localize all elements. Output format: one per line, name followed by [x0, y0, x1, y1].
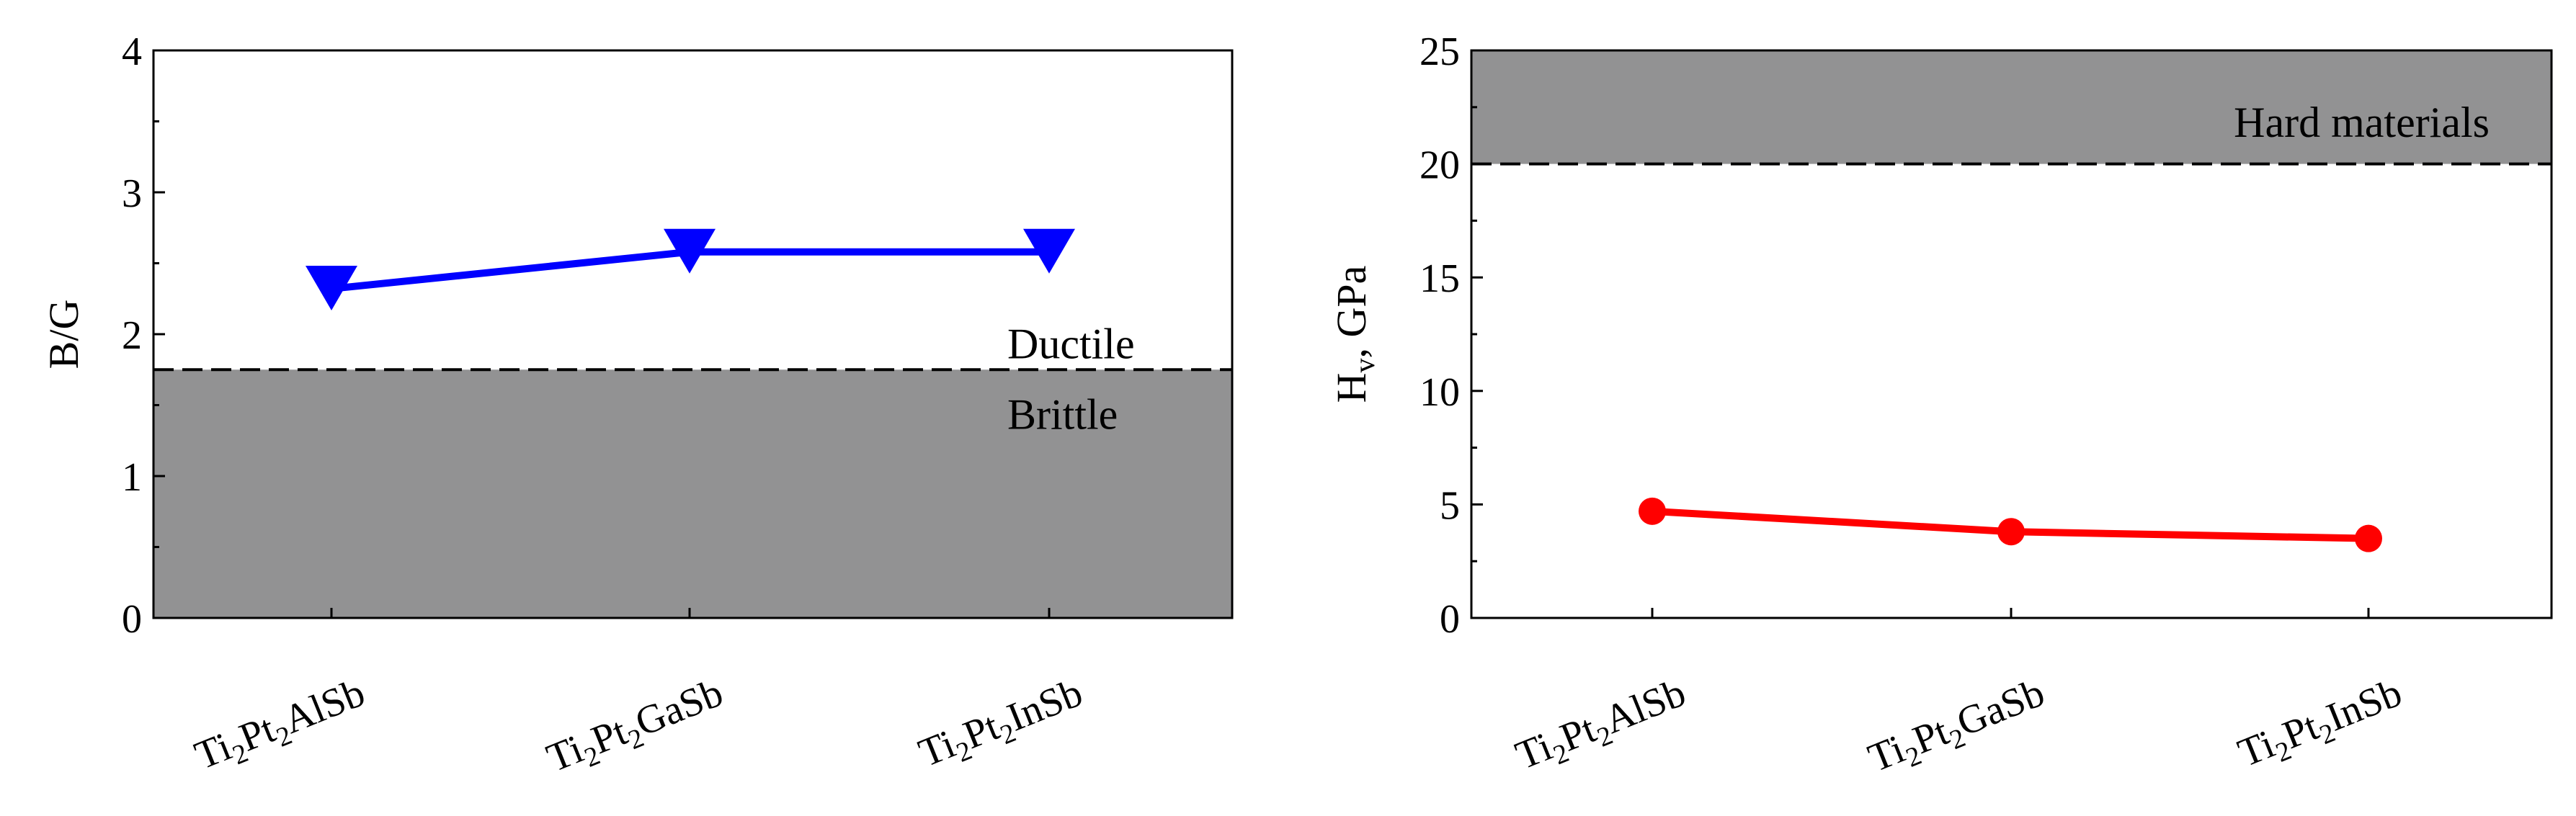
y-tick-label: 5 — [1440, 483, 1460, 528]
data-point — [2355, 524, 2382, 552]
y-tick-label: 4 — [122, 30, 142, 74]
data-point — [1023, 228, 1075, 274]
label-part: AlSb — [277, 671, 371, 743]
y-tick-label: 1 — [122, 455, 142, 500]
brittle-label: Brittle — [1007, 390, 1118, 438]
chart-panel-1: 0 1 2 3 4 Ti2Pt2AlSb Ti2Pt2GaSb Ti2Pt2InSb B/G Du… — [40, 30, 1234, 786]
data-point — [1639, 497, 1666, 525]
label-part: Ti — [189, 724, 238, 778]
hard-materials-region — [1471, 50, 2552, 164]
y-axis-label: B/G — [40, 300, 87, 369]
label-part: Ti — [1862, 727, 1911, 781]
y-tick-label: 20 — [1420, 143, 1460, 188]
x-tick-label: Ti2Pt2AlSb — [1510, 671, 1694, 784]
y-tick-label: 10 — [1420, 370, 1460, 415]
hard-materials-label: Hard materials — [2234, 99, 2490, 146]
y-tick-label: 25 — [1420, 30, 1460, 74]
y-tick-label: 0 — [122, 597, 142, 642]
chart-panel-2: 0 5 10 15 20 25 Ti2Pt2AlSb Ti2Pt2GaSb Ti2Pt2InSb… — [1328, 30, 2553, 786]
label-part: InSb — [2321, 671, 2408, 740]
label-part: Ti — [1510, 724, 1559, 778]
data-point — [664, 228, 716, 274]
y-tick-label: 15 — [1420, 256, 1460, 301]
y-tick-label: 0 — [1440, 597, 1460, 642]
label-part: H — [1328, 373, 1375, 403]
subscript: v — [1348, 359, 1381, 373]
x-tick-label: Ti2Pt2InSb — [913, 671, 1091, 781]
x-tick-label: Ti2Pt2GaSb — [1862, 671, 2052, 786]
label-part: Ti — [913, 722, 962, 776]
data-point — [306, 265, 357, 310]
label-part: , GPa — [1328, 266, 1375, 359]
label-part: GaSb — [1951, 671, 2051, 745]
x-tick-label: Ti2Pt2GaSb — [540, 671, 731, 786]
data-point — [1997, 518, 2025, 546]
ductile-label: Ductile — [1007, 320, 1135, 367]
brittle-region — [153, 369, 1232, 618]
y-tick-label: 3 — [122, 171, 142, 216]
y-axis-label: Hv, GPa — [1328, 266, 1381, 403]
label-part: Ti — [2232, 722, 2281, 776]
plot-frame — [1470, 49, 2553, 619]
label-part: InSb — [1002, 671, 1089, 740]
x-tick-label: Ti2Pt2AlSb — [189, 671, 373, 784]
label-part: Ti — [540, 727, 589, 781]
x-tick-label: Ti2Pt2InSb — [2232, 671, 2410, 781]
label-part: AlSb — [1598, 671, 1692, 743]
y-tick-label: 2 — [122, 313, 142, 358]
label-part: GaSb — [629, 671, 729, 745]
plot-frame — [152, 49, 1234, 619]
